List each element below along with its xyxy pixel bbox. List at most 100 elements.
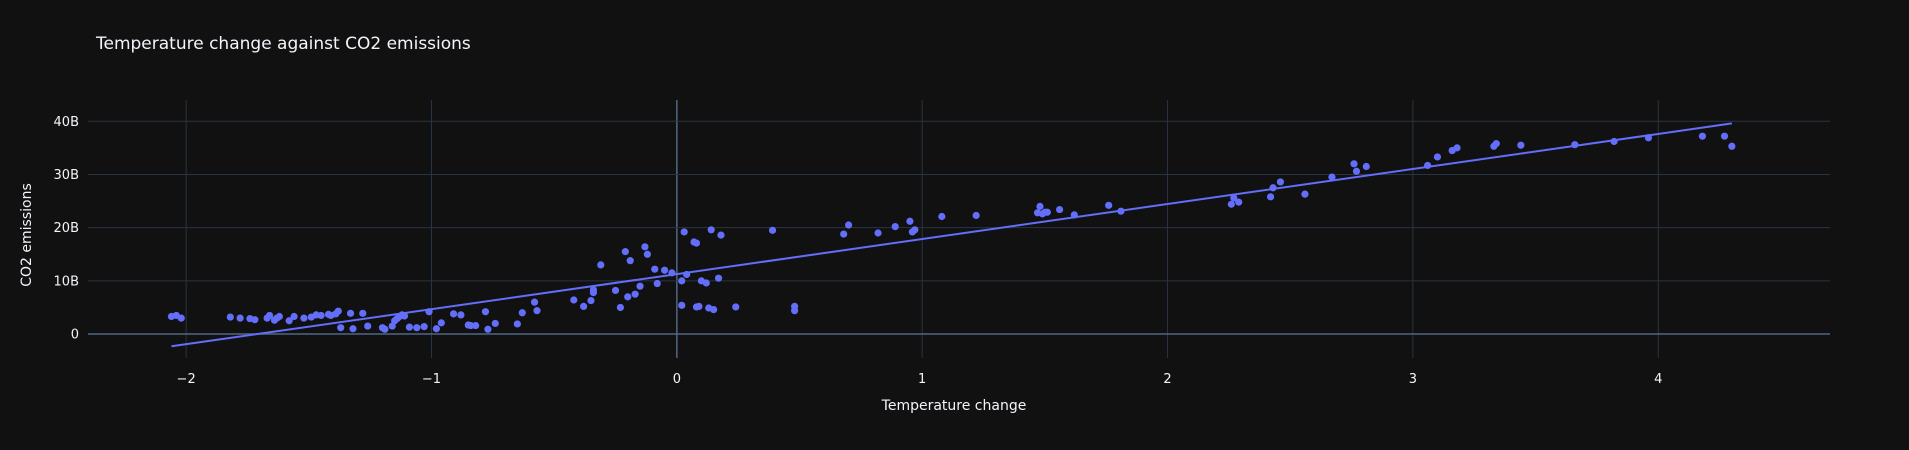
- data-point: [616, 303, 625, 312]
- data-point: [1492, 140, 1500, 148]
- data-point: [437, 319, 445, 327]
- data-point: [874, 229, 882, 237]
- data-point: [611, 286, 620, 295]
- data-point: [1698, 132, 1707, 140]
- data-point: [317, 311, 325, 320]
- data-point: [621, 248, 629, 256]
- y-tick-label: 20B: [54, 221, 79, 236]
- grid-layer: [88, 100, 1830, 358]
- data-point: [226, 313, 234, 321]
- data-point: [472, 321, 480, 330]
- data-point: [484, 325, 492, 333]
- scatter-points: [167, 132, 1736, 333]
- data-point: [513, 320, 521, 328]
- data-point: [840, 230, 848, 238]
- chart-title: Temperature change against CO2 emissions: [95, 34, 471, 54]
- data-point: [530, 298, 539, 306]
- y-tick-label: 30B: [54, 168, 79, 183]
- data-point: [791, 302, 799, 310]
- data-point: [1728, 142, 1736, 150]
- data-point: [1043, 208, 1051, 216]
- x-tick-label: 3: [1409, 372, 1417, 387]
- data-point: [1266, 193, 1275, 201]
- data-point: [1350, 160, 1358, 168]
- data-point: [678, 277, 686, 285]
- x-tick-label: 4: [1654, 372, 1662, 387]
- data-point: [1610, 137, 1618, 146]
- data-point: [337, 324, 345, 332]
- data-point: [1328, 173, 1336, 181]
- data-point: [1720, 132, 1729, 140]
- x-tick-label: −1: [422, 372, 441, 387]
- data-point: [1269, 184, 1277, 192]
- x-axis-label: Temperature change: [881, 398, 1027, 414]
- data-point: [714, 274, 723, 282]
- data-point: [1644, 134, 1653, 142]
- data-point: [707, 226, 715, 234]
- data-point: [626, 257, 634, 265]
- x-tick-label: −2: [177, 372, 196, 387]
- data-point: [300, 314, 308, 322]
- data-point: [1055, 205, 1064, 214]
- data-point: [1227, 200, 1235, 208]
- data-point: [359, 309, 367, 317]
- data-point: [275, 312, 283, 321]
- data-point: [265, 311, 274, 320]
- data-point: [589, 286, 598, 294]
- data-point: [285, 317, 293, 325]
- data-point: [597, 261, 605, 269]
- data-point: [400, 312, 409, 320]
- data-point: [346, 309, 355, 317]
- data-point: [938, 212, 946, 221]
- data-point: [651, 265, 659, 273]
- data-point: [1036, 202, 1044, 210]
- data-point: [251, 316, 259, 324]
- data-point: [1301, 190, 1309, 198]
- data-point: [1230, 194, 1238, 202]
- data-point: [413, 324, 421, 332]
- data-point: [290, 312, 298, 321]
- data-point: [624, 293, 632, 301]
- data-point: [420, 323, 428, 331]
- data-point: [405, 323, 414, 331]
- data-point: [570, 296, 578, 304]
- y-tick-label: 10B: [54, 274, 79, 289]
- data-point: [695, 302, 703, 310]
- data-point: [1433, 153, 1442, 161]
- data-point: [364, 322, 372, 330]
- data-point: [491, 319, 499, 328]
- data-point: [381, 325, 389, 333]
- data-point: [641, 243, 649, 251]
- data-point: [660, 266, 669, 274]
- data-point: [710, 305, 718, 314]
- data-point: [643, 250, 652, 258]
- data-point: [1276, 178, 1285, 186]
- data-point: [732, 303, 740, 311]
- data-point: [425, 308, 433, 316]
- data-point: [518, 309, 526, 317]
- data-point: [972, 211, 980, 220]
- y-tick-label: 40B: [54, 115, 79, 130]
- data-point: [1424, 161, 1432, 170]
- data-point: [580, 302, 588, 310]
- data-point: [1571, 141, 1579, 149]
- data-point: [1352, 167, 1361, 175]
- data-point: [481, 308, 490, 316]
- y-axis-label: CO2 emissions: [19, 183, 35, 287]
- data-point: [1070, 211, 1078, 219]
- data-point: [177, 314, 185, 322]
- data-point: [653, 279, 661, 288]
- data-point: [631, 290, 639, 298]
- data-point: [449, 310, 458, 318]
- y-tick-label: 0: [71, 328, 79, 343]
- data-point: [768, 226, 777, 234]
- x-tick-labels: −2 −1 0 1 2 3 4: [177, 372, 1663, 387]
- data-point: [668, 269, 676, 277]
- data-point: [432, 325, 440, 333]
- data-point: [533, 307, 541, 315]
- data-point: [236, 314, 244, 322]
- data-point: [702, 279, 710, 287]
- data-point: [692, 239, 701, 247]
